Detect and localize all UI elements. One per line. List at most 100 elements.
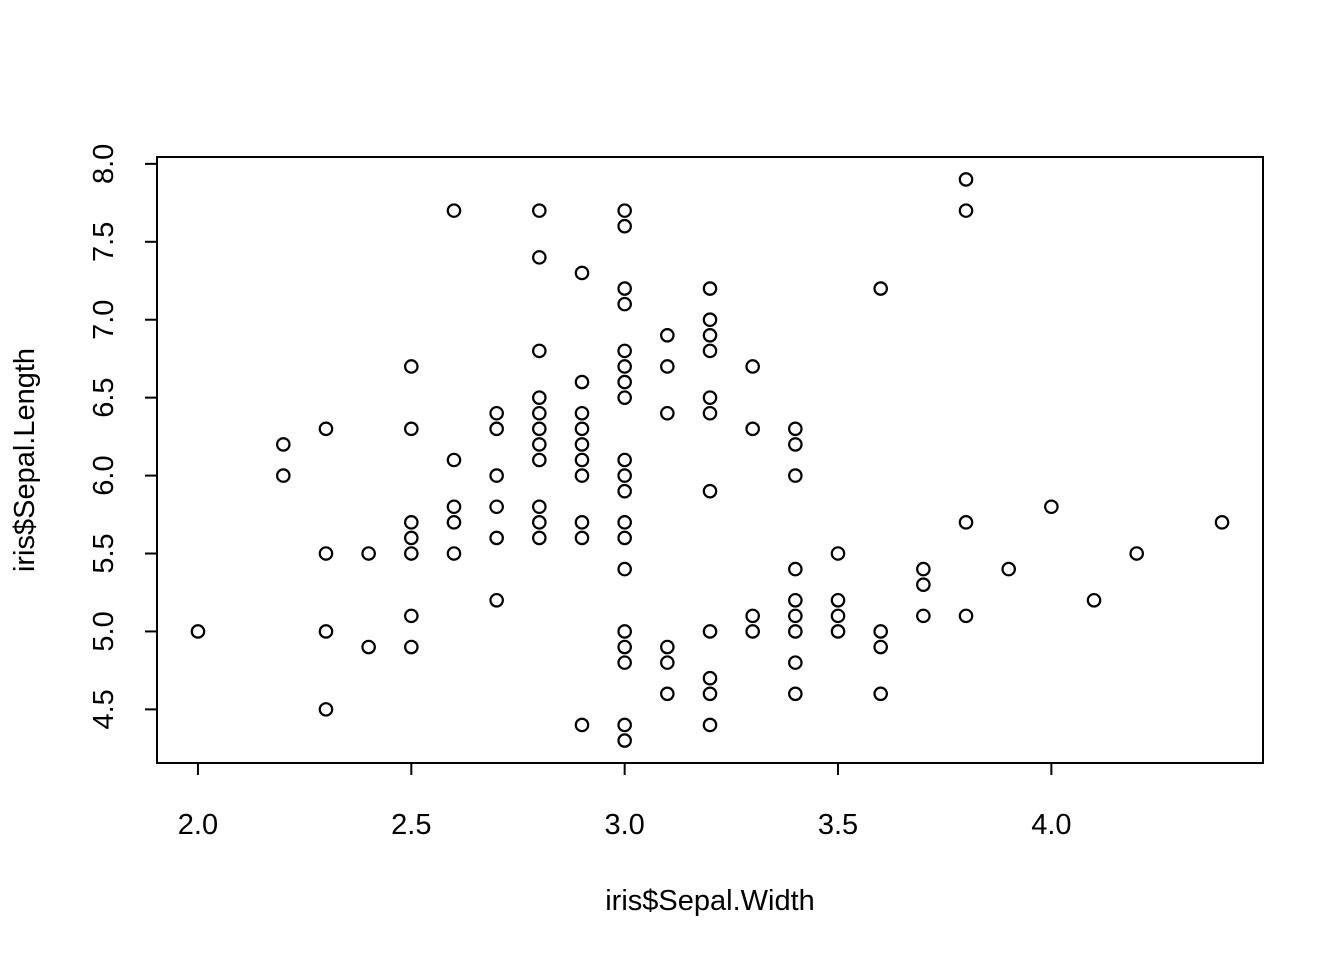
data-point — [873, 686, 888, 702]
x-tick-label: 2.0 — [178, 809, 218, 841]
data-point — [617, 530, 632, 546]
y-tick-label: 8.0 — [88, 144, 120, 184]
data-point — [702, 624, 718, 639]
data-point — [532, 390, 547, 405]
data-point — [660, 639, 675, 655]
y-tick-label: 6.0 — [88, 455, 120, 495]
data-point — [489, 421, 504, 437]
data-point — [1086, 592, 1102, 608]
data-point — [702, 405, 718, 421]
data-point — [404, 530, 419, 546]
data-point — [788, 561, 803, 577]
data-point — [788, 624, 803, 639]
data-point — [745, 359, 760, 374]
data-point — [446, 452, 462, 468]
data-point — [276, 437, 291, 452]
data-point — [702, 717, 718, 733]
data-point — [361, 639, 376, 655]
data-point — [318, 624, 334, 639]
data-point — [617, 390, 632, 405]
data-point — [788, 686, 803, 702]
data-point — [702, 686, 718, 702]
data-point — [916, 577, 931, 592]
data-point — [574, 374, 590, 390]
data-point — [489, 405, 504, 421]
data-point — [873, 281, 888, 296]
data-point — [276, 468, 291, 483]
data-point — [574, 530, 590, 546]
data-point — [318, 546, 334, 561]
data-point — [404, 608, 419, 624]
data-point — [446, 515, 462, 530]
data-point — [702, 281, 718, 296]
data-point — [788, 437, 803, 452]
data-point — [532, 437, 547, 452]
data-point — [404, 546, 419, 561]
data-point — [617, 717, 632, 733]
data-point — [702, 483, 718, 499]
data-point — [532, 530, 547, 546]
data-point — [574, 421, 590, 437]
data-point — [404, 639, 419, 655]
data-point — [745, 624, 760, 639]
data-point — [574, 452, 590, 468]
data-point — [916, 608, 931, 624]
data-point — [532, 515, 547, 530]
data-point — [617, 561, 632, 577]
x-tick-label: 4.0 — [1031, 809, 1071, 841]
data-point — [873, 639, 888, 655]
data-point — [574, 405, 590, 421]
data-point — [788, 592, 803, 608]
y-tick-label: 4.5 — [88, 689, 120, 729]
data-point — [617, 359, 632, 374]
data-point — [532, 343, 547, 359]
data-point — [574, 468, 590, 483]
data-point — [532, 203, 547, 218]
x-axis: 2.0 2.5 3.0 3.5 4.0 — [178, 762, 1072, 841]
data-point — [318, 421, 334, 437]
data-point — [446, 203, 462, 218]
data-point — [660, 328, 675, 343]
data-point — [617, 203, 632, 218]
data-point — [190, 624, 206, 639]
data-point — [617, 343, 632, 359]
data-point — [958, 515, 974, 530]
data-point — [489, 592, 504, 608]
data-point — [1044, 499, 1059, 515]
data-point — [1001, 561, 1016, 577]
data-point — [617, 515, 632, 530]
data-point — [788, 608, 803, 624]
data-point — [446, 499, 462, 515]
data-point — [617, 483, 632, 499]
data-point — [574, 437, 590, 452]
data-point — [404, 421, 419, 437]
y-tick-label: 6.5 — [88, 377, 120, 417]
data-point — [660, 686, 675, 702]
data-point — [361, 546, 376, 561]
data-point — [617, 452, 632, 468]
data-point — [532, 405, 547, 421]
data-point — [702, 328, 718, 343]
data-point — [873, 624, 888, 639]
y-tick-label: 5.5 — [88, 533, 120, 573]
data-point — [404, 359, 419, 374]
data-point — [404, 515, 419, 530]
data-point — [617, 655, 632, 670]
x-tick-label: 3.5 — [818, 809, 858, 841]
data-point — [830, 608, 846, 624]
data-point — [702, 670, 718, 686]
data-point — [702, 343, 718, 359]
data-point — [446, 546, 462, 561]
data-point — [830, 592, 846, 608]
data-point — [617, 639, 632, 655]
data-point — [958, 172, 974, 187]
data-point — [532, 421, 547, 437]
data-point — [617, 374, 632, 390]
data-point — [702, 390, 718, 405]
y-axis: 4.5 5.0 5.5 6.0 6.5 7.0 7.5 8.0 — [88, 144, 158, 730]
data-point — [916, 561, 931, 577]
data-point — [1129, 546, 1144, 561]
data-point — [617, 624, 632, 639]
data-point — [788, 468, 803, 483]
